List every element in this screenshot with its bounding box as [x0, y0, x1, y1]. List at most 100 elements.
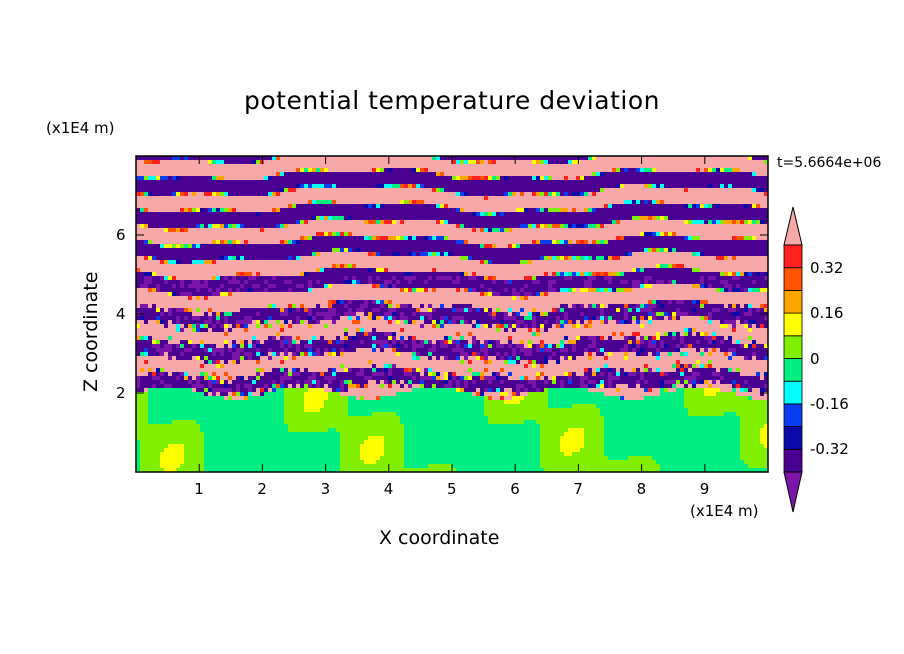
- field-cell: [764, 252, 768, 257]
- field-cell: [576, 248, 581, 253]
- field-cell: [232, 176, 237, 181]
- field-cell: [632, 264, 637, 269]
- field-cell: [520, 164, 525, 169]
- field-cell: [224, 180, 229, 185]
- field-cell: [764, 272, 768, 277]
- field-cell: [528, 276, 533, 281]
- field-cell: [704, 196, 709, 201]
- field-cell: [516, 196, 521, 201]
- field-cell: [588, 268, 593, 273]
- field-cell: [324, 252, 329, 257]
- field-cell: [488, 280, 493, 285]
- field-cell: [444, 188, 449, 193]
- field-cell: [432, 220, 437, 225]
- field-cell: [664, 268, 669, 273]
- field-cell: [308, 236, 313, 241]
- field-cell: [752, 268, 757, 273]
- field-cell: [340, 280, 345, 285]
- field-cell: [352, 204, 357, 209]
- field-cell: [196, 160, 201, 165]
- field-cell: [344, 220, 349, 225]
- field-cell: [672, 264, 677, 269]
- field-cell: [372, 232, 377, 237]
- field-cell: [272, 212, 277, 217]
- field-cell: [664, 272, 669, 277]
- field-cell: [516, 156, 521, 161]
- field-cell: [732, 184, 737, 189]
- field-cell: [304, 280, 309, 285]
- field-cell: [380, 228, 385, 233]
- field-cell: [640, 188, 645, 193]
- field-cell: [576, 184, 581, 189]
- field-cell: [588, 180, 593, 185]
- field-cell: [576, 264, 581, 269]
- field-cell: [376, 168, 381, 173]
- field-cell: [332, 220, 337, 225]
- field-cell: [520, 200, 525, 205]
- field-cell: [656, 272, 661, 277]
- field-cell: [236, 260, 241, 265]
- field-cell: [620, 272, 625, 277]
- field-cell: [712, 268, 717, 273]
- field-cell: [496, 176, 501, 181]
- field-cell: [740, 156, 745, 161]
- field-cell: [268, 240, 273, 245]
- field-cell: [484, 260, 489, 265]
- field-cell: [428, 216, 433, 221]
- field-cell: [288, 212, 293, 217]
- field-cell: [556, 224, 561, 229]
- field-cell: [696, 240, 701, 245]
- field-cell: [156, 236, 161, 241]
- field-cell: [588, 164, 593, 169]
- field-cell: [392, 172, 397, 177]
- field-cell: [592, 164, 597, 169]
- field-cell: [144, 160, 149, 165]
- field-cell: [652, 244, 657, 249]
- field-cell: [616, 276, 621, 281]
- field-cell: [428, 180, 433, 185]
- field-cell: [232, 208, 237, 213]
- field-cell: [472, 264, 477, 269]
- field-cell: [620, 220, 625, 225]
- field-cell: [376, 268, 381, 273]
- field-cell: [392, 268, 397, 273]
- field-cell: [328, 200, 333, 205]
- field-cell: [740, 168, 745, 173]
- field-cell: [752, 228, 757, 233]
- field-cell: [596, 176, 601, 181]
- field-cell: [636, 192, 641, 197]
- field-cell: [368, 272, 373, 277]
- field-cell: [472, 164, 477, 169]
- field-cell: [676, 156, 681, 161]
- field-cell: [440, 180, 445, 185]
- field-cell: [688, 160, 693, 165]
- field-cell: [528, 164, 533, 169]
- field-cell: [732, 216, 737, 221]
- field-cell: [484, 220, 489, 225]
- field-cell: [176, 208, 181, 213]
- field-cell: [672, 220, 677, 225]
- field-cell: [696, 212, 701, 217]
- field-cell: [508, 252, 513, 257]
- field-cell: [184, 268, 189, 273]
- field-cell: [412, 204, 417, 209]
- field-cell: [640, 172, 645, 177]
- field-cell: [156, 172, 161, 177]
- field-cell: [156, 272, 161, 277]
- field-cell: [724, 208, 729, 213]
- field-cell: [540, 248, 545, 253]
- field-cell: [504, 256, 509, 261]
- field-cell: [232, 252, 237, 257]
- field-cell: [336, 180, 341, 185]
- field-cell: [184, 220, 189, 225]
- field-cell: [720, 220, 725, 225]
- field-cell: [448, 224, 453, 229]
- field-cell: [460, 188, 465, 193]
- field-cell: [268, 256, 273, 261]
- field-cell: [532, 232, 537, 237]
- field-cell: [716, 184, 721, 189]
- field-cell: [580, 248, 585, 253]
- field-cell: [436, 164, 441, 169]
- field-cell: [708, 240, 713, 245]
- field-cell: [284, 248, 289, 253]
